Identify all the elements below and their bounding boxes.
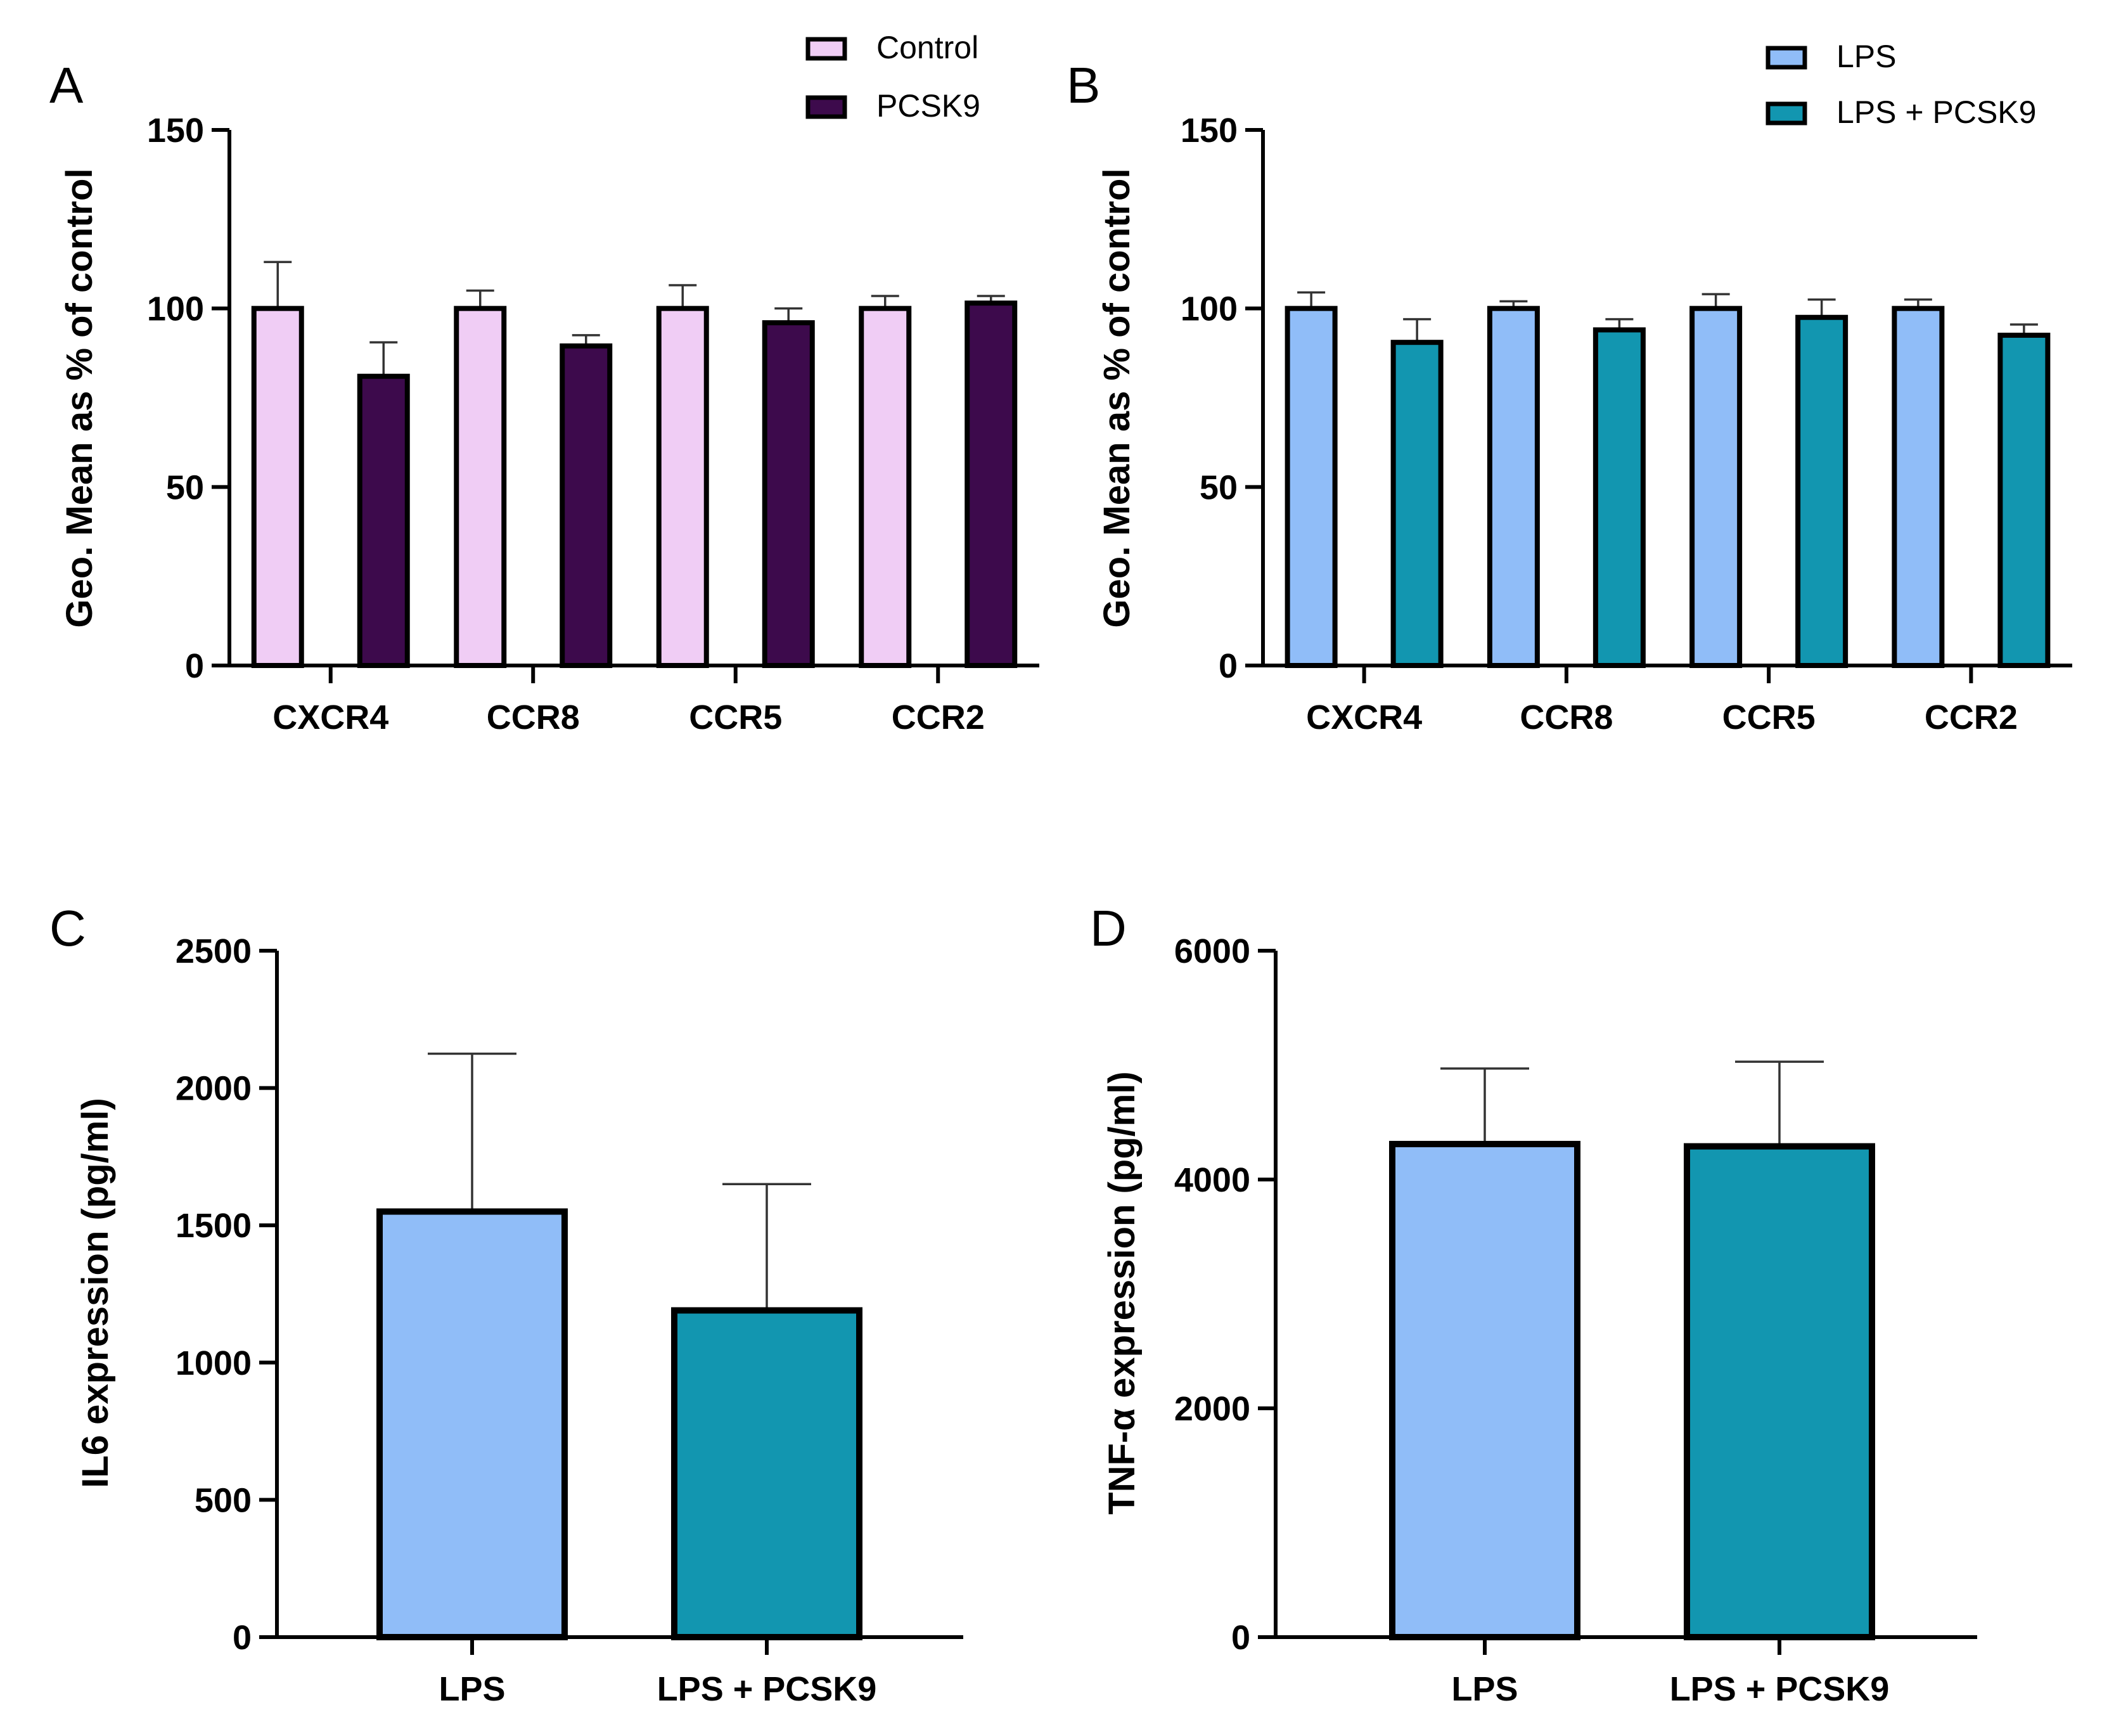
panel-a-y-tick-label: 150: [147, 112, 204, 150]
panel-a-bar-pcsk9: [357, 373, 410, 668]
panel-b-bar-lps-pcsk9: [1390, 340, 1444, 669]
panel-a-bar-pcsk9: [560, 343, 613, 668]
panel-b-legend-label: LPS: [1836, 39, 1897, 74]
panel-c: C 0 500 1000 1500 2000 2500 IL6 expression (pg…: [49, 900, 963, 1708]
panel-a-bar-control: [251, 305, 304, 668]
panel-d-category-label: LPS: [1451, 1670, 1518, 1708]
panel-b-category-label: CCR2: [1925, 698, 2018, 736]
panel-c-y-axis-title: IL6 expression (pg/ml): [75, 1098, 116, 1488]
panel-a-legend-label: PCSK9: [876, 88, 980, 124]
panel-b-letter: B: [1067, 57, 1100, 113]
panel-a-letter: A: [49, 57, 84, 113]
panel-b-y-tick-label: 100: [1181, 290, 1238, 328]
panel-c-y-tick-label: 2500: [176, 932, 252, 970]
panel-b-y-axis-title: Geo. Mean as % of control: [1096, 168, 1138, 627]
panel-a-y-tick-label: 50: [166, 468, 204, 506]
panel-a-bar-control: [454, 305, 507, 668]
panel-a-legend-swatch: [805, 37, 847, 61]
panel-d-y-tick-label: 0: [1231, 1619, 1250, 1657]
panel-c-category-label: LPS: [439, 1670, 505, 1708]
panel-c-y-tick-label: 2000: [176, 1070, 252, 1108]
panel-d: D 0 2000 4000 6000 TNF-α expression (pg/ml) L…: [1090, 900, 1977, 1708]
panel-b-bar-lps: [1689, 305, 1743, 668]
panel-d-axes: 0 2000 4000 6000 TNF-α expression (pg/ml) LPS…: [1101, 932, 1977, 1708]
panel-b-category-label: CXCR4: [1306, 698, 1422, 736]
panel-c-y-tick-label: 1000: [176, 1344, 252, 1382]
panel-a-y-tick-label: 100: [147, 290, 204, 328]
panel-b-y-tick-label: 50: [1200, 468, 1238, 506]
panel-d-y-tick-label: 6000: [1174, 932, 1250, 970]
panel-b-bar-lps: [1892, 305, 1945, 668]
panel-a-category-label: CXCR4: [272, 698, 388, 736]
panel-b-bar-lps-pcsk9: [1593, 327, 1646, 668]
panel-a-legend-swatch: [805, 95, 847, 119]
panel-a-bar-control: [859, 305, 912, 668]
panel-b-axes: 0 50 100 150 Geo. Mean as % of control CXCR4 C…: [1096, 39, 2072, 736]
panel-d-y-tick-label: 4000: [1174, 1161, 1250, 1199]
panel-a-legend-label: Control: [876, 30, 978, 65]
panel-a-bar-pcsk9: [762, 320, 815, 668]
panel-c-y-tick-label: 1500: [176, 1207, 252, 1245]
panel-d-bar-lps: [1389, 1141, 1580, 1641]
panel-b-legend-label: LPS + PCSK9: [1836, 94, 2036, 130]
panel-a-bar-pcsk9: [964, 300, 1018, 668]
panel-b-bar-lps: [1285, 305, 1338, 668]
panel-a-y-tick-label: 0: [185, 647, 204, 685]
panel-b-category-label: CCR5: [1722, 698, 1816, 736]
panel-d-bar-lps-pcsk9: [1684, 1143, 1875, 1640]
panel-a: A 0 50 100 150 Geo. Mean as % of control CXCR…: [49, 30, 1039, 736]
panel-c-letter: C: [49, 900, 86, 956]
panel-b-y-tick-label: 0: [1219, 647, 1238, 685]
panel-b-bar-lps-pcsk9: [1997, 332, 2051, 668]
panel-a-axes: 0 50 100 150 Geo. Mean as % of control CXCR4 C…: [59, 30, 1039, 736]
panel-b-legend-swatch: [1766, 46, 1807, 70]
panel-b: B 0 50 100 150 Geo. Mean as % of control CXCR…: [1067, 39, 2072, 736]
panel-d-y-tick-label: 2000: [1174, 1390, 1250, 1428]
panel-b-category-label: CCR8: [1520, 698, 1613, 736]
panel-a-category-label: CCR5: [689, 698, 782, 736]
panel-c-y-tick-label: 500: [195, 1481, 252, 1519]
panel-c-y-tick-label: 0: [233, 1619, 252, 1657]
panel-d-y-axis-title: TNF-α expression (pg/ml): [1101, 1071, 1143, 1514]
panel-c-category-label: LPS + PCSK9: [657, 1670, 877, 1708]
panel-a-category-label: CCR8: [487, 698, 580, 736]
panel-a-bar-control: [656, 305, 709, 668]
panel-d-letter: D: [1090, 900, 1127, 956]
panel-b-bar-lps-pcsk9: [1795, 314, 1849, 668]
panel-c-bar-lps-pcsk9: [671, 1307, 862, 1640]
panel-b-legend-swatch: [1766, 101, 1807, 125]
panel-b-bar-lps: [1487, 305, 1540, 668]
panel-c-bar-lps: [376, 1208, 568, 1641]
panel-c-axes: 0 500 1000 1500 2000 2500 IL6 expression (pg/m…: [75, 932, 963, 1708]
panel-b-y-tick-label: 150: [1181, 112, 1238, 150]
panel-d-category-label: LPS + PCSK9: [1670, 1670, 1890, 1708]
panel-a-category-label: CCR2: [892, 698, 985, 736]
panel-a-y-axis-title: Geo. Mean as % of control: [59, 168, 100, 627]
